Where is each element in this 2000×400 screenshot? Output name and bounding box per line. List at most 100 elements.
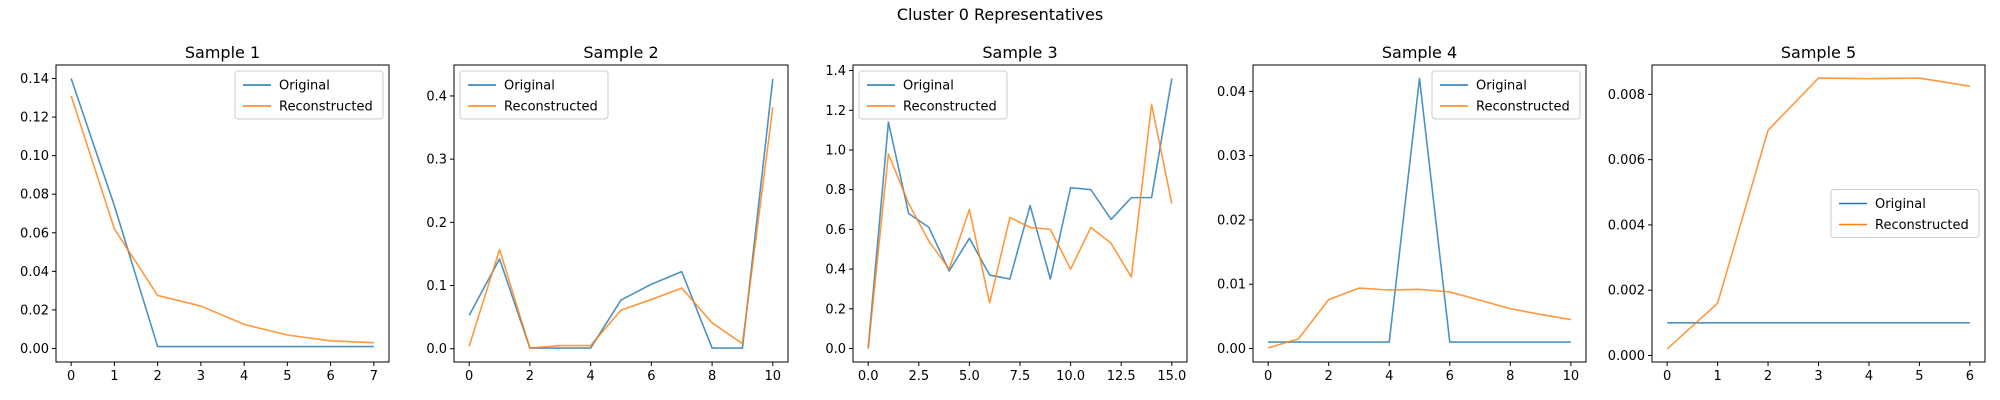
plot-frame	[55, 64, 390, 363]
y-tick-label: 0.008	[1608, 88, 1645, 103]
subplot-sample-4: Sample 4 0 2 4 6 8 10 0.00 0.01 0.02 0.03 0.04 Origi…	[1217, 43, 1587, 384]
x-tick-label: 10.0	[1056, 369, 1085, 384]
y-tick-label: 0.12	[20, 111, 49, 126]
x-tick-label: 7	[370, 369, 378, 384]
y-tick-label: 1.4	[825, 64, 846, 79]
legend-box	[858, 70, 1008, 120]
legend-box	[1830, 189, 1980, 238]
legend: Original Reconstructed	[858, 70, 1008, 120]
legend: Original Reconstructed	[234, 70, 384, 120]
x-tick-label: 6	[1966, 369, 1974, 384]
y-tick-label: 0.002	[1608, 284, 1645, 299]
y-tick-label: 0.6	[825, 223, 846, 238]
subplot-title: Sample 1	[185, 43, 260, 62]
legend-label: Reconstructed	[504, 100, 598, 115]
series-line-original	[70, 78, 374, 348]
plot-frame	[453, 64, 789, 363]
x-tick-label: 6	[326, 369, 334, 384]
x-tick-label: 15.0	[1157, 369, 1186, 384]
y-tick-label: 0.03	[1217, 149, 1246, 164]
y-tick-label: 0.006	[1608, 153, 1645, 168]
subplot-title: Sample 5	[1781, 43, 1856, 62]
x-tick-label: 4	[586, 369, 594, 384]
x-tick-label: 2	[1764, 369, 1772, 384]
subplot-sample-2: Sample 2 0 2 4 6 8 10 0.0 0.1 0.2 0.3 0.4 Original Re…	[426, 43, 789, 384]
y-tick-label: 0.02	[20, 303, 49, 318]
legend-label: Reconstructed	[1875, 218, 1969, 233]
series-line-reconstructed	[70, 95, 374, 344]
series-line-reconstructed	[1267, 287, 1571, 349]
y-tick-label: 0.000	[1608, 349, 1645, 364]
legend-box	[459, 70, 609, 120]
series-line-reconstructed	[468, 107, 774, 349]
legend: Original Reconstructed	[459, 70, 609, 120]
y-tick-label: 0.08	[20, 188, 49, 203]
y-tick-label: 0.10	[20, 149, 49, 164]
x-tick-label: 4	[240, 369, 248, 384]
y-tick-label: 0.2	[825, 302, 846, 317]
x-tick-label: 10	[1563, 369, 1580, 384]
y-tick-label: 1.2	[825, 104, 846, 119]
y-tick-label: 0.0	[825, 342, 846, 357]
x-tick-label: 6	[647, 369, 655, 384]
subplot-sample-5: Sample 5 0 1 2 3 4 5 6 0.000 0.002 0.004 0.006 0.008…	[1608, 43, 1986, 384]
x-tick-label: 0	[1264, 369, 1272, 384]
y-tick-label: 0.4	[825, 263, 846, 278]
legend-label: Original	[1875, 197, 1926, 212]
y-tick-label: 0.3	[426, 153, 447, 168]
x-tick-label: 0	[67, 369, 75, 384]
x-tick-label: 1	[1713, 369, 1721, 384]
y-tick-label: 0.04	[1217, 85, 1246, 100]
legend-label: Original	[504, 79, 555, 94]
series-line-reconstructed	[1666, 77, 1970, 350]
y-tick-label: 0.01	[1217, 278, 1246, 293]
y-tick-label: 0.04	[20, 265, 49, 280]
y-tick-label: 0.00	[1217, 342, 1246, 357]
x-tick-label: 3	[197, 369, 205, 384]
x-tick-label: 3	[1814, 369, 1822, 384]
y-tick-label: 0.14	[20, 72, 49, 87]
y-tick-label: 0.2	[426, 216, 447, 231]
y-tick-label: 0.4	[426, 89, 447, 104]
x-tick-label: 10	[765, 369, 782, 384]
y-tick-label: 0.02	[1217, 213, 1246, 228]
legend-label: Original	[279, 79, 330, 94]
x-tick-label: 0	[465, 369, 473, 384]
x-tick-label: 5.0	[959, 369, 980, 384]
x-tick-label: 5	[283, 369, 291, 384]
x-tick-label: 12.5	[1107, 369, 1136, 384]
x-tick-label: 6	[1446, 369, 1454, 384]
legend-label: Reconstructed	[903, 100, 997, 115]
y-tick-label: 1.0	[825, 143, 846, 158]
series-line-original	[867, 78, 1173, 349]
y-tick-label: 0.8	[825, 183, 846, 198]
legend-label: Reconstructed	[1476, 100, 1570, 115]
y-tick-label: 0.06	[20, 226, 49, 241]
x-tick-label: 8	[708, 369, 716, 384]
legend-box	[1431, 70, 1581, 120]
x-tick-label: 0.0	[858, 369, 879, 384]
x-tick-label: 2	[1325, 369, 1333, 384]
legend-label: Original	[903, 79, 954, 94]
subplot-title: Sample 4	[1382, 43, 1457, 62]
subplot-title: Sample 2	[583, 43, 658, 62]
x-tick-label: 4	[1385, 369, 1393, 384]
series-line-original	[468, 78, 774, 349]
x-tick-label: 8	[1506, 369, 1514, 384]
series-line-reconstructed	[867, 103, 1173, 349]
x-tick-label: 2	[153, 369, 161, 384]
subplots: Sample 10 1 2 3 4 5 6 70.000.020.040.060.080.10…	[20, 43, 1986, 384]
legend-label: Original	[1476, 79, 1527, 94]
x-tick-label: 2.5	[908, 369, 929, 384]
series-line-original	[1268, 77, 1571, 343]
legend-label: Reconstructed	[279, 100, 373, 115]
x-tick-label: 1	[110, 369, 118, 384]
x-tick-label: 5	[1915, 369, 1923, 384]
x-tick-label: 7.5	[1010, 369, 1031, 384]
x-tick-label: 0	[1663, 369, 1671, 384]
y-tick-label: 0.004	[1608, 218, 1645, 233]
subplot-sample-1: Sample 1 0 1 2 3 4 5 6 7 0.00 0.02 0.04 0.06 0.08 0.10…	[20, 43, 390, 384]
figure-title: Cluster 0 Representatives	[897, 5, 1103, 24]
plot-frame	[1252, 64, 1587, 363]
